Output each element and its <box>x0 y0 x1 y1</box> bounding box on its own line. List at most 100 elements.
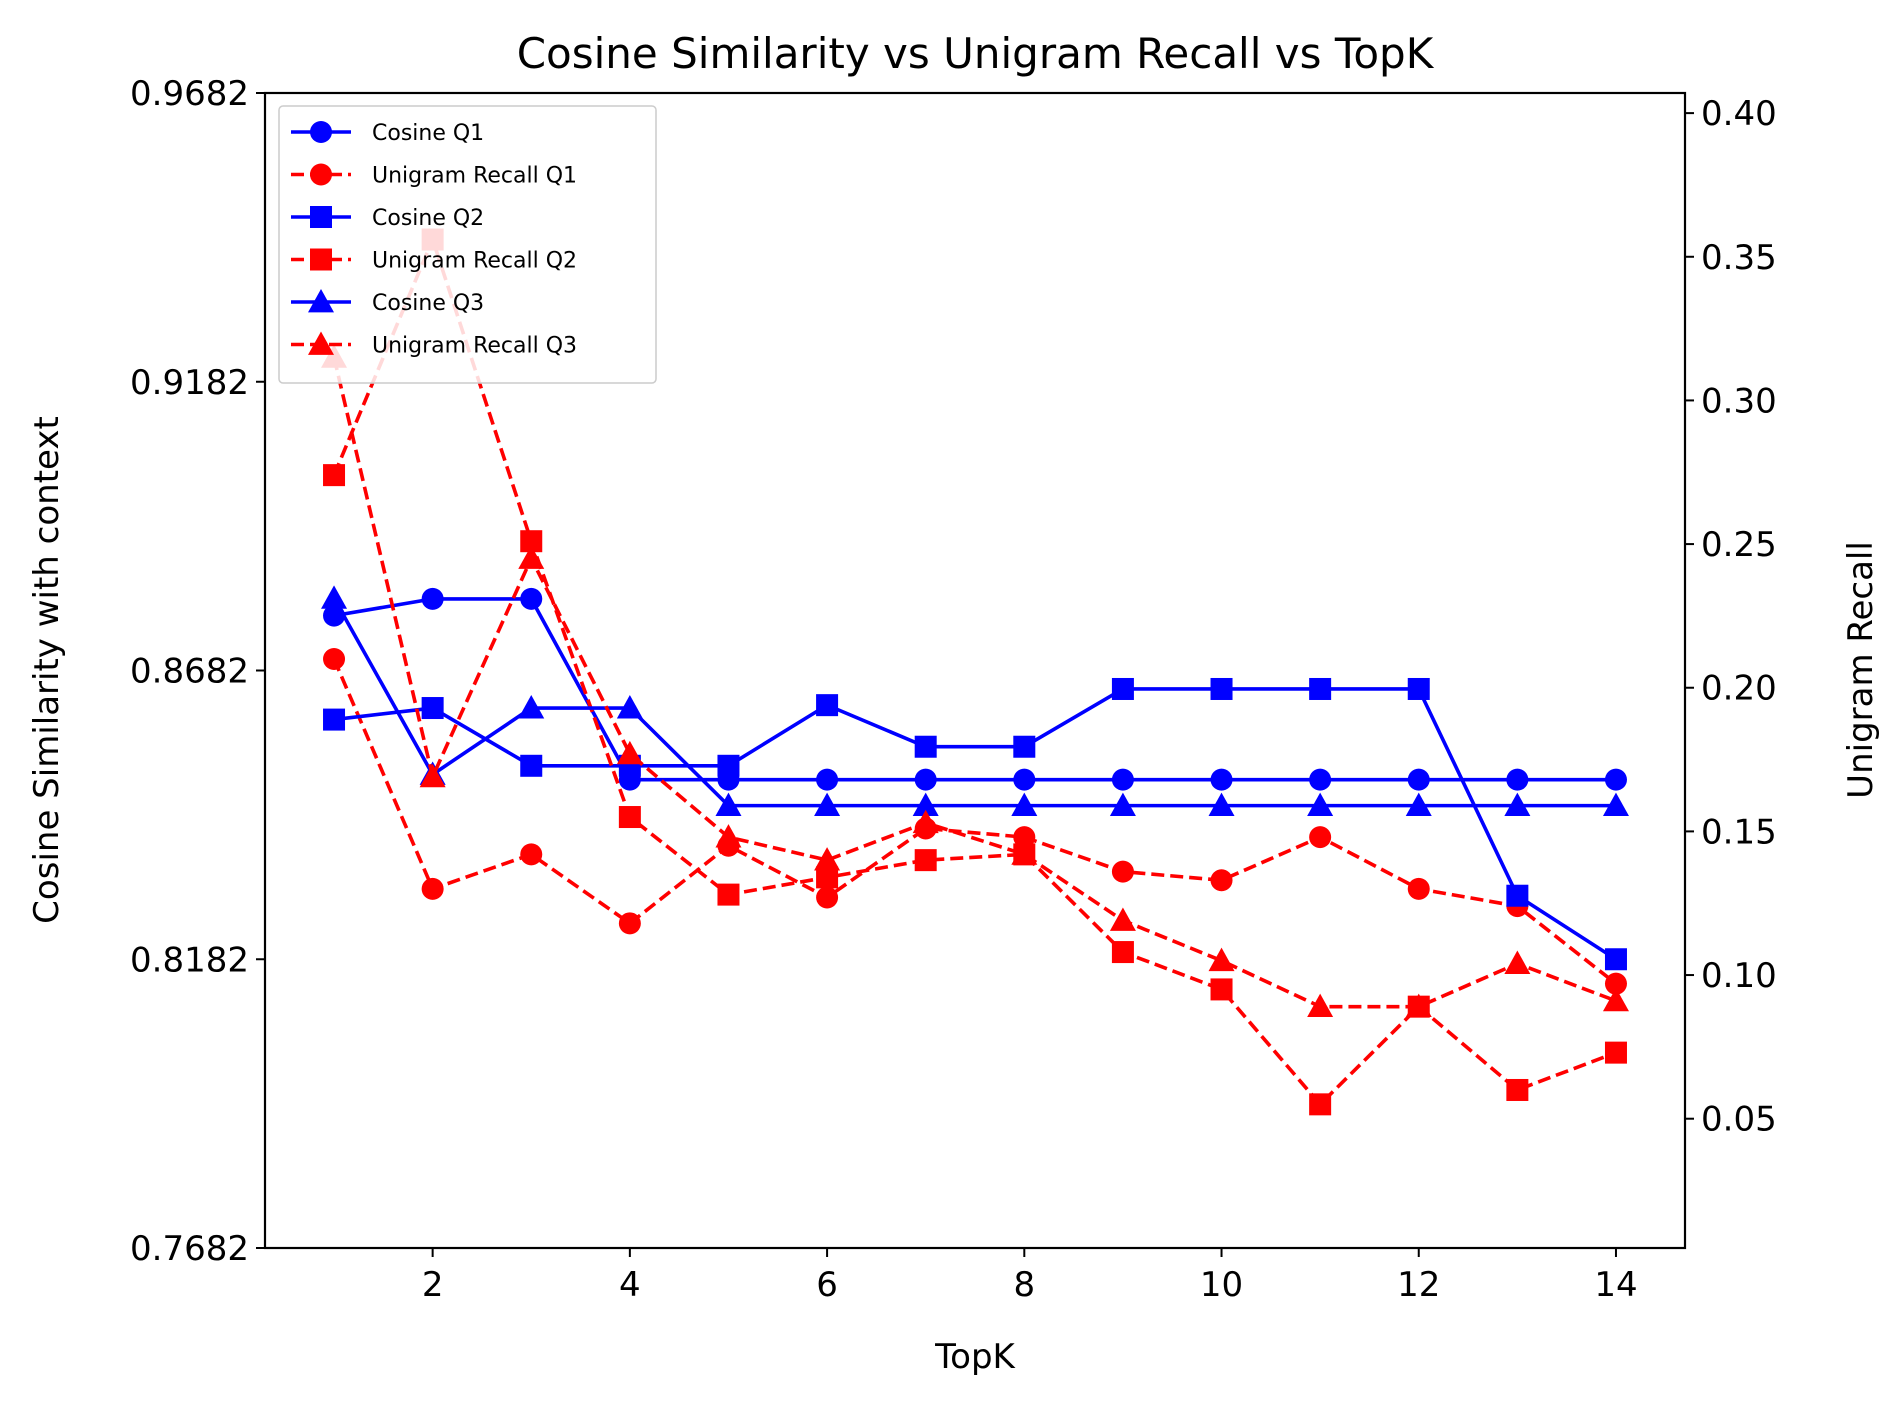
data-point <box>1506 768 1529 791</box>
x-tick-label: 8 <box>1013 1265 1035 1305</box>
data-point <box>520 530 543 553</box>
data-point <box>618 806 641 829</box>
legend-item: Unigram Recall Q3 <box>291 331 577 359</box>
legend: Cosine Q1 Unigram Recall Q1 Cosine Q2 Unigr… <box>278 105 657 384</box>
legend-label: Unigram Recall Q3 <box>372 334 577 359</box>
data-point <box>816 768 839 791</box>
y-left-tick-label: 0.7682 <box>130 1229 249 1269</box>
data-point <box>914 849 937 872</box>
legend-marker <box>310 163 332 186</box>
data-point <box>1407 677 1430 700</box>
series-line <box>333 597 1616 782</box>
data-point <box>816 886 839 909</box>
data-point <box>1210 677 1233 700</box>
series-line <box>332 237 1617 1107</box>
y-right-tick-label: 0.20 <box>1701 669 1777 709</box>
legend-label: Cosine Q2 <box>372 206 484 231</box>
data-point <box>520 587 543 610</box>
data-point <box>1309 1093 1332 1116</box>
legend-item: Cosine Q1 <box>291 121 484 146</box>
data-point <box>1109 792 1136 817</box>
data-point <box>717 754 740 777</box>
series-line <box>332 658 1618 986</box>
data-point <box>1506 1078 1529 1101</box>
x-tick-label: 14 <box>1594 1265 1637 1305</box>
data-point <box>323 648 346 671</box>
data-point <box>715 792 742 817</box>
y-right-tick-label: 0.15 <box>1701 812 1777 852</box>
data-point <box>1602 987 1629 1012</box>
legend-marker <box>310 248 332 271</box>
data-point <box>1208 947 1235 972</box>
legend-box <box>278 105 657 384</box>
x-axis-label: TopK <box>934 1337 1016 1377</box>
data-point <box>1309 768 1332 791</box>
data-point <box>1407 768 1430 791</box>
data-point <box>1604 1041 1627 1064</box>
data-point <box>912 792 939 817</box>
y-right-tick-label: 0.40 <box>1701 94 1777 134</box>
data-point <box>1109 907 1136 931</box>
legend-item: Unigram Recall Q2 <box>291 248 577 274</box>
y-axis-right-label: Unigram Recall <box>1841 541 1881 799</box>
data-point <box>912 809 939 834</box>
y-right-tick-label: 0.10 <box>1701 956 1777 996</box>
data-point <box>1208 792 1235 817</box>
legend-marker <box>308 331 334 355</box>
legend-label: Unigram Recall Q2 <box>372 249 577 274</box>
data-point <box>816 694 839 717</box>
data-point <box>1210 869 1233 892</box>
data-point <box>1013 735 1036 758</box>
data-point <box>1011 792 1038 817</box>
data-point <box>1504 792 1531 817</box>
y-left-tick-label: 0.9682 <box>130 74 249 114</box>
y-right-tick-label: 0.35 <box>1701 238 1777 278</box>
data-point <box>1307 792 1334 817</box>
data-point <box>1111 677 1134 700</box>
legend-item: Cosine Q2 <box>291 206 484 231</box>
data-point <box>1604 972 1627 995</box>
data-point <box>814 847 841 871</box>
data-point <box>618 912 641 935</box>
y-left-tick-label: 0.9182 <box>130 363 249 403</box>
data-point <box>1307 993 1334 1018</box>
data-point <box>1309 677 1332 700</box>
data-point <box>419 763 446 788</box>
data-point <box>717 883 740 906</box>
series-4 <box>323 228 1627 1116</box>
legend-label: Cosine Q3 <box>372 291 484 316</box>
series-line <box>333 687 1617 961</box>
series-line <box>332 597 1616 808</box>
data-point <box>1504 950 1531 974</box>
x-tick-label: 4 <box>619 1265 641 1305</box>
y-right-tick-label: 0.30 <box>1701 381 1777 421</box>
data-point <box>1011 841 1038 865</box>
data-point <box>321 585 348 609</box>
legend-label: Cosine Q1 <box>372 121 484 146</box>
data-point <box>518 695 545 719</box>
legend-item: Unigram Recall Q1 <box>291 163 577 189</box>
y-left-tick-label: 0.8182 <box>130 940 249 980</box>
y-right-tick-label: 0.05 <box>1701 1100 1777 1140</box>
data-point <box>323 708 346 731</box>
data-point <box>616 695 643 719</box>
data-point <box>1111 941 1134 964</box>
data-point <box>616 740 643 765</box>
x-tick-label: 2 <box>422 1265 444 1305</box>
data-point <box>421 587 444 610</box>
data-point <box>1604 948 1627 971</box>
series-line <box>332 356 1617 1009</box>
data-point <box>914 768 937 791</box>
plot-area <box>321 228 1629 1116</box>
data-point <box>1013 826 1036 849</box>
data-point <box>715 824 742 848</box>
data-point <box>1604 768 1627 791</box>
data-point <box>518 545 545 569</box>
data-point <box>1405 792 1432 817</box>
y-axis-left-label: Cosine Similarity with context <box>27 416 67 924</box>
legend-item: Cosine Q3 <box>291 289 484 316</box>
data-point <box>421 877 444 900</box>
data-point <box>520 754 543 777</box>
legend-label: Unigram Recall Q1 <box>372 164 577 189</box>
